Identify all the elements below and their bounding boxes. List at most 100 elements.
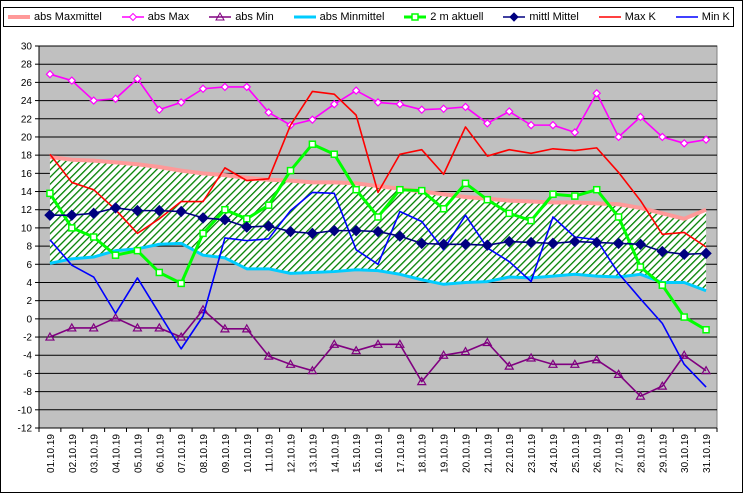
point-abs-min [438,350,449,359]
y-tick-label: 24 [21,96,33,107]
x-tick-label: 06.10.19 [155,434,166,473]
point-abs-max [67,76,77,85]
point-abs-min [416,376,427,386]
x-tick-label: 15.10.19 [352,434,363,473]
x-tick-label: 08.10.19 [199,434,210,473]
point-2-m-aktuell [133,246,142,255]
point-abs-min [482,337,493,347]
x-tick-label: 21.10.19 [483,434,494,473]
y-tick-label: 4 [26,278,32,289]
band-fill [49,156,707,291]
legend-swatch [121,12,144,22]
point-abs-min [351,345,362,355]
point-abs-min [176,331,187,341]
point-mittl-mittel [503,235,515,248]
point-abs-max [89,96,99,105]
point-mittl-mittel [87,207,100,220]
point-abs-max [701,135,711,145]
x-tick-label: 10.10.19 [243,434,254,473]
point-mittl-mittel [109,202,122,214]
x-tick-label: 03.10.19 [90,434,101,473]
x-tick-label: 23.10.19 [527,434,538,473]
point-2-m-aktuell [155,268,164,277]
point-abs-min [613,369,624,378]
point-abs-min [526,352,537,362]
y-tick-label: -8 [23,387,32,398]
point-2-m-aktuell [177,279,185,288]
legend-label: abs Maxmittel [34,11,102,23]
point-abs-max [373,98,383,107]
point-2-m-aktuell [286,166,295,175]
point-abs-min [263,350,274,360]
point-abs-max [461,102,470,112]
point-abs-min [591,354,602,364]
point-abs-max [570,128,580,137]
point-2-m-aktuell [68,224,76,232]
point-abs-max [45,69,55,79]
point-mittl-mittel [525,236,537,249]
x-tick-label: 24.10.19 [549,434,560,473]
legend-label: 2 m aktuell [430,11,484,23]
point-abs-min [307,365,318,375]
point-2-m-aktuell [89,233,98,241]
point-2-m-aktuell [483,195,492,204]
point-abs-max [504,107,514,116]
point-2-m-aktuell [636,263,645,271]
y-tick-label: 26 [21,78,33,89]
point-abs-max [111,94,120,104]
point-abs-max [636,112,645,122]
legend-swatch [209,12,232,21]
x-tick-label: 02.10.19 [68,434,79,473]
y-tick-label: 22 [21,114,33,125]
point-abs-max [176,98,186,107]
x-tick-label: 27.10.19 [615,434,626,473]
point-abs-max [133,74,142,84]
legend-swatch [404,13,427,21]
y-tick-label: -10 [18,405,33,416]
y-tick-label: 20 [21,132,33,143]
point-2-m-aktuell [702,326,710,334]
point-2-m-aktuell [264,201,273,209]
point-2-m-aktuell [46,189,54,198]
legend-item-mittl-mittel: mittl Mittel [502,11,579,23]
y-tick-label: 10 [21,223,33,234]
point-abs-min [219,323,230,333]
x-tick-label: 07.10.19 [177,434,188,473]
point-2-m-aktuell [461,179,470,188]
x-tick-label: 12.10.19 [287,434,298,473]
point-mittl-mittel [678,248,690,260]
point-mittl-mittel [219,214,231,226]
point-abs-min [66,322,77,332]
point-mittl-mittel [612,237,625,250]
point-2-m-aktuell [396,185,404,194]
y-tick-label: 12 [21,205,33,216]
point-abs-max [329,99,339,109]
point-mittl-mittel [437,238,450,250]
y-tick-label: 2 [26,296,32,307]
legend-item-abs-minmittel: abs Minmittel [293,11,384,23]
legend-item-max-k: Max K [598,11,656,23]
legend-label: abs Max [147,11,190,23]
y-tick-label: 14 [21,187,33,198]
point-abs-max [526,120,536,130]
y-tick-label: 8 [26,242,32,253]
point-abs-max [592,88,602,98]
legend-label: abs Min [235,11,274,23]
point-abs-min [154,322,165,332]
point-abs-min [394,339,405,348]
point-mittl-mittel [328,224,340,237]
point-abs-min [701,365,712,375]
x-tick-label: 01.10.19 [46,434,57,473]
point-abs-max [614,132,623,142]
point-abs-min [88,322,99,332]
point-abs-max [351,86,361,95]
point-mittl-mittel [175,205,187,218]
legend-item-abs-min: abs Min [208,11,274,23]
point-2-m-aktuell [374,213,382,221]
point-mittl-mittel [284,225,297,238]
point-2-m-aktuell [658,281,667,289]
point-2-m-aktuell [330,150,339,158]
x-tick-label: 14.10.19 [330,434,341,473]
point-2-m-aktuell [308,140,317,148]
point-abs-min [547,359,559,368]
